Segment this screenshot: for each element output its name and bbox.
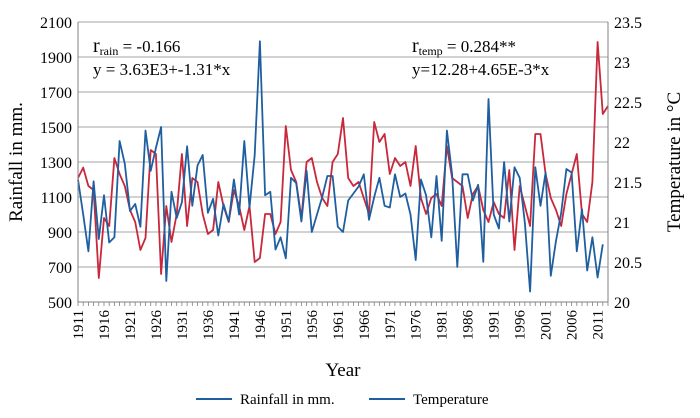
x-tick-label: 1966 [357,310,373,341]
x-tick-label: 2001 [539,310,555,340]
x-tick-label: 1946 [253,310,269,341]
series-line-rainfall [77,40,604,293]
y-axis-title: Rainfall in mm. [6,102,27,222]
rain-r-subscript: rain [100,44,119,58]
y-tick-label: 1100 [41,190,72,207]
y-tick-label: 500 [48,295,72,312]
x-tick-label: 1911 [71,310,87,339]
y2-axis-title-prefix: Temperature in [664,112,685,232]
y-tick-label: 1500 [40,120,72,137]
x-axis-title: Year [325,360,361,381]
y2-tick-label: 23.5 [614,15,642,32]
y2-tick-label: 21.5 [614,175,642,192]
y-tick-label: 1300 [40,155,72,172]
y2-tick-label: 22 [614,135,630,152]
y2-tick-label: 22.5 [614,95,642,112]
series-layer [77,40,609,293]
temp-r-letter: r [412,35,419,57]
y2-tick-label: 21 [614,215,630,232]
x-tick-label: 1956 [305,310,321,341]
x-tick-label: 1921 [123,310,139,340]
x-tick-label: 1931 [175,310,191,340]
y-axis-ticks: 500 700 900 1100 1300 1500 1700 1900 2100 [40,15,72,312]
series-line-temperature [77,41,609,279]
x-tick-label: 1916 [97,310,113,341]
x-tick-label: 2011 [591,310,607,339]
y-tick-label: 2100 [40,15,72,32]
y-tick-label: 900 [48,225,72,242]
x-tick-label: 1926 [149,310,165,341]
x-tick-label: 1996 [513,310,529,341]
y-tick-label: 1900 [40,50,72,67]
x-tick-label: 1991 [487,310,503,340]
y-tick-label: 700 [48,260,72,277]
legend: Rainfall in mm. Temperature [196,392,489,408]
x-tick-label: 1951 [279,310,295,340]
x-tick-label: 1971 [383,310,399,340]
x-tick-label: 1941 [227,310,243,340]
rain-correlation: rrain = -0.166 [93,35,180,58]
legend-label-rainfall: Rainfall in mm. [240,392,335,408]
x-tick-label: 1936 [201,310,217,341]
temp-r-value: = 0.284** [443,37,516,56]
x-tick-label: 1981 [435,310,451,340]
x-tick-label: 1961 [331,310,347,340]
x-tick-label: 1976 [409,310,425,341]
temp-r-subscript: temp [419,44,443,58]
y2-axis-ticks: 20 20.5 21 21.5 22 22.5 23 23.5 [614,15,642,312]
rain-regression-equation: y = 3.63E3+-1.31*x [93,60,231,79]
y2-axis-title-unit: °C [664,92,685,112]
x-axis-ticks: 1911 1916 1921 1926 1931 1936 1941 1946 1951 1956… [71,310,607,341]
y2-tick-label: 20 [614,295,630,312]
y-tick-label: 1700 [40,85,72,102]
temp-regression-equation: y=12.28+4.65E-3*x [412,60,550,79]
rain-r-value: = -0.166 [118,37,180,56]
x-tick-label: 2006 [565,310,581,341]
rain-r-letter: r [93,35,100,57]
legend-label-temperature: Temperature [413,392,489,408]
axes [77,22,609,306]
temp-correlation: rtemp = 0.284** [412,35,516,58]
y2-tick-label: 20.5 [614,255,642,272]
x-tick-label: 1986 [461,310,477,341]
y2-tick-label: 23 [614,55,630,72]
y2-axis-title: Temperature in °C [664,92,685,232]
